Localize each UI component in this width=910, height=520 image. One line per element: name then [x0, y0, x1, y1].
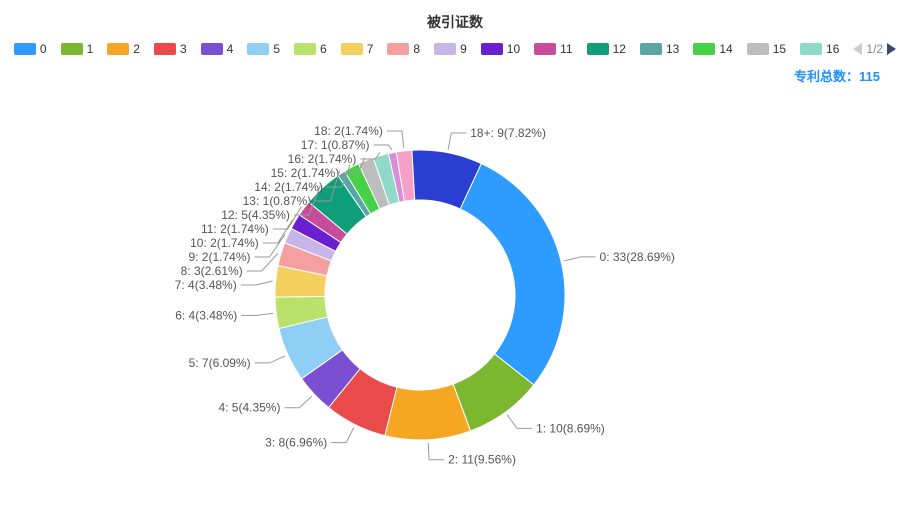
leader-line	[331, 427, 354, 442]
pager-text: 1/2	[866, 42, 883, 56]
legend-swatch	[341, 43, 363, 55]
legend-row: 0123456789101112131415161/2	[0, 42, 910, 62]
legend-label: 4	[227, 42, 234, 56]
legend-item[interactable]: 5	[247, 42, 280, 56]
legend-item[interactable]: 6	[294, 42, 327, 56]
legend-swatch	[247, 43, 269, 55]
legend-label: 15	[773, 42, 786, 56]
legend-swatch	[154, 43, 176, 55]
legend-label: 7	[367, 42, 374, 56]
legend-label: 2	[133, 42, 140, 56]
legend-label: 13	[666, 42, 679, 56]
legend-label: 10	[507, 42, 520, 56]
legend-label: 14	[719, 42, 732, 56]
legend-label: 11	[560, 42, 572, 56]
legend-swatch	[534, 43, 556, 55]
leader-line	[564, 257, 596, 261]
leader-line	[428, 443, 444, 460]
legend-item[interactable]: 4	[201, 42, 234, 56]
legend-label: 6	[320, 42, 327, 56]
leader-line	[241, 281, 273, 285]
legend-item[interactable]: 0	[14, 42, 47, 56]
slice-label: 6: 4(3.48%)	[175, 308, 237, 322]
slice-label: 3: 8(6.96%)	[265, 436, 327, 450]
leader-line	[255, 356, 285, 363]
leader-line	[247, 253, 278, 271]
legend-item[interactable]: 9	[434, 42, 467, 56]
legend-swatch	[587, 43, 609, 55]
leader-line	[448, 133, 466, 150]
slice-label: 0: 33(28.69%)	[600, 250, 675, 264]
legend-label: 8	[413, 42, 420, 56]
slice-label: 17: 1(0.87%)	[301, 138, 370, 152]
donut-slice[interactable]	[460, 164, 565, 385]
leader-line	[241, 313, 273, 315]
legend-swatch	[387, 43, 409, 55]
legend-swatch	[481, 43, 503, 55]
slice-label: 1: 10(8.69%)	[536, 421, 605, 435]
slice-label: 4: 5(4.35%)	[218, 401, 280, 415]
leader-line	[507, 415, 532, 429]
slice-label: 9: 2(1.74%)	[188, 250, 250, 264]
legend-swatch	[747, 43, 769, 55]
slice-label: 18: 2(1.74%)	[314, 124, 383, 138]
legend-swatch	[107, 43, 129, 55]
legend-label: 5	[273, 42, 280, 56]
legend-label: 1	[87, 42, 94, 56]
slice-label: 11: 2(1.74%)	[201, 222, 269, 236]
slice-label: 18+: 9(7.82%)	[470, 126, 546, 140]
donut-chart: 18+: 9(7.82%) 0: 33(28.69%) 1: 10(8.69%) 2:…	[0, 85, 910, 505]
legend-swatch	[201, 43, 223, 55]
leader-line	[255, 234, 286, 257]
slice-label: 8: 3(2.61%)	[181, 264, 243, 278]
pager-next-icon[interactable]	[887, 43, 896, 55]
legend-label: 12	[613, 42, 626, 56]
legend-item[interactable]: 14	[693, 42, 732, 56]
legend-swatch	[434, 43, 456, 55]
slice-label: 10: 2(1.74%)	[190, 236, 259, 250]
legend-item[interactable]: 10	[481, 42, 520, 56]
legend-swatch	[14, 43, 36, 55]
slice-label: 15: 2(1.74%)	[271, 166, 340, 180]
legend-label: 0	[40, 42, 47, 56]
chart-title: 被引证数	[0, 0, 910, 42]
legend-swatch	[693, 43, 715, 55]
slice-label: 12: 5(4.35%)	[221, 208, 290, 222]
legend-swatch	[640, 43, 662, 55]
legend-swatch	[800, 43, 822, 55]
leader-line	[374, 145, 392, 150]
legend-item[interactable]: 8	[387, 42, 420, 56]
legend-item[interactable]: 1	[61, 42, 94, 56]
legend-item[interactable]: 16	[800, 42, 839, 56]
total-value: 115	[859, 69, 880, 84]
legend-label: 3	[180, 42, 187, 56]
legend-item[interactable]: 3	[154, 42, 187, 56]
slice-label: 7: 4(3.48%)	[175, 278, 237, 292]
legend-item[interactable]: 15	[747, 42, 786, 56]
leader-line	[284, 396, 311, 408]
legend-label: 16	[826, 42, 839, 56]
total-label: 专利总数：	[794, 69, 859, 84]
slice-label: 16: 2(1.74%)	[288, 152, 357, 166]
legend-item[interactable]: 12	[587, 42, 626, 56]
pager-prev-icon[interactable]	[853, 43, 862, 55]
legend-pager: 1/2	[853, 42, 896, 56]
legend-item[interactable]: 7	[341, 42, 374, 56]
legend-item[interactable]: 2	[107, 42, 140, 56]
slice-label: 13: 1(0.87%)	[243, 194, 312, 208]
legend-swatch	[294, 43, 316, 55]
legend-item[interactable]: 13	[640, 42, 679, 56]
slice-label: 14: 2(1.74%)	[254, 180, 323, 194]
leader-line	[387, 131, 404, 148]
slice-label: 2: 11(9.56%)	[448, 453, 516, 467]
legend-item[interactable]: 11	[534, 42, 572, 56]
legend-label: 9	[460, 42, 467, 56]
slice-label: 5: 7(6.09%)	[189, 356, 251, 370]
total-count: 专利总数：115	[0, 62, 910, 85]
legend-swatch	[61, 43, 83, 55]
